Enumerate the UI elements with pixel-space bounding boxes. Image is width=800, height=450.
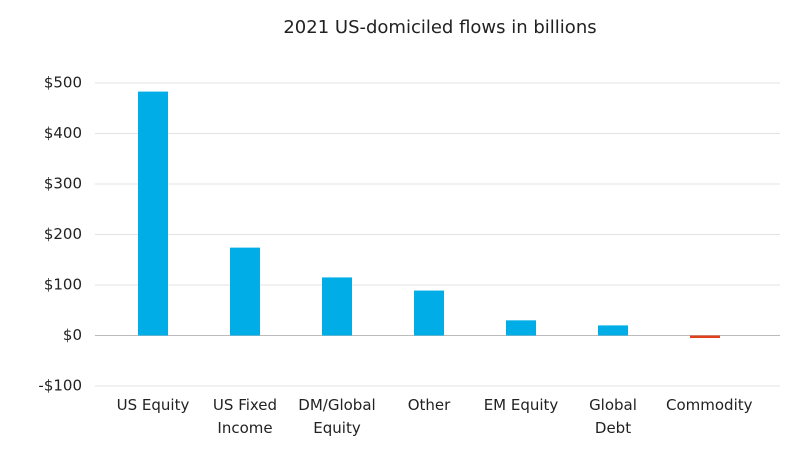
x-tick-label: DM/Global Equity <box>298 396 376 437</box>
y-tick-label: $400 <box>44 124 82 142</box>
y-tick-label: -$100 <box>38 377 82 395</box>
x-tick-label: Commodity <box>666 396 753 414</box>
bar <box>506 320 536 336</box>
chart-title: 2021 US-domiciled flows in billions <box>283 17 596 38</box>
x-tick-label: US Equity <box>116 396 190 414</box>
bar <box>414 290 444 336</box>
x-tick-label: US Fixed Income <box>212 396 278 437</box>
y-tick-label: $0 <box>63 326 82 344</box>
bar <box>690 335 720 339</box>
x-tick-label: EM Equity <box>483 396 559 414</box>
x-tick-label: Other <box>407 396 451 414</box>
y-tick-label: $500 <box>44 74 82 92</box>
y-tick-label: $300 <box>44 175 82 193</box>
bar <box>598 325 628 336</box>
y-tick-label: $200 <box>44 225 82 243</box>
bar <box>230 247 260 336</box>
x-tick-label: Global Debt <box>589 396 637 437</box>
bar <box>138 91 168 336</box>
bar <box>322 277 352 336</box>
y-tick-label: $100 <box>44 276 82 294</box>
